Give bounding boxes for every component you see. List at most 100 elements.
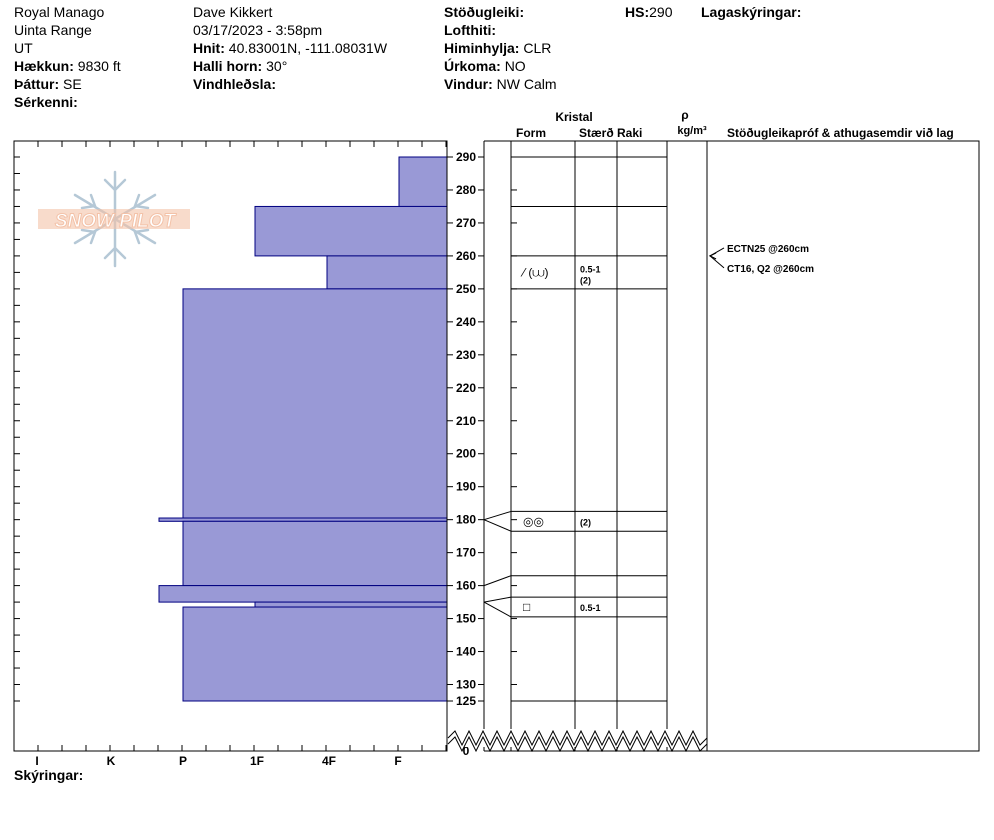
crystal-form: ◎◎ [523,514,544,528]
crystal-table [483,140,708,752]
hardness-layer [158,585,448,603]
crystal-form: □ [523,600,530,614]
depth-label: 230 [456,348,476,362]
connector-line [483,596,512,603]
hardness-layer [326,255,448,290]
air-temp: Lofthiti: [444,21,496,39]
observer: Dave Kikkert [193,4,273,20]
coordinates: Hnit: 40.83001N, -111.08031W [193,39,387,57]
crystal-size: 0.5-1 [580,264,601,274]
depth-label: 220 [456,381,476,395]
aspect-label: Þáttur: [14,76,60,92]
crystal-size: (2) [580,517,591,527]
aspect: Þáttur: SE [14,75,82,93]
coords-label: Hnit: [193,40,225,56]
depth-label: 280 [456,183,476,197]
layer-notes: Lagaskýringar: [701,3,801,21]
elevation: Hækkun: 9830 ft [14,57,121,75]
form-header: Form [516,126,546,140]
range: Uinta Range [14,22,92,38]
windload-label: Vindhleðsla: [193,76,276,92]
tests-box [706,140,980,752]
hardness-label: I [35,754,38,768]
slope-value: 30° [266,58,288,74]
stability: Stöðugleiki: [444,3,524,21]
depth-axis-labels: 0 125 130 140 150 160 170 180 190 200 210 220 230 240… [447,150,517,758]
connector-line [483,510,512,521]
test-pointer [709,255,725,269]
hardness-layer [182,520,448,587]
slope-angle: Halli horn: 30° [193,57,287,75]
connector-line [483,575,512,587]
test-label: CT16, Q2 @260cm [727,264,814,275]
slope-label: Halli horn: [193,58,263,74]
location: Royal Manago [14,4,105,20]
connector-line [483,601,512,618]
tests-header: Stöðugleikapróf & athugasemdir við lag [727,126,954,140]
sky: Himinhylja: CLR [444,39,551,57]
hs-label: HS: [625,4,650,20]
depth-label: 240 [456,315,476,329]
crystal-size-2: (2) [580,275,591,285]
precip-label: Úrkoma: [444,58,501,74]
hs-value: 290 [649,4,673,20]
hardness-label: F [394,754,401,768]
hardness-layer [254,205,448,257]
hardness-layer [398,156,448,207]
test-label: ECTN25 @260cm [727,244,809,255]
size-header: Stærð [579,126,614,140]
axis-break [447,729,708,753]
crystal-size: 0.5-1 [580,603,601,613]
depth-label: 0 [463,744,470,758]
state: UT [14,40,33,56]
depth-label: 200 [456,447,476,461]
hardness-layer [254,601,448,608]
footer-notes: Skýringar: [14,766,83,784]
sky-label: Himinhylja: [444,40,520,56]
crystal-rows: ⁄ (⩊) 0.5-1(2)◎◎ (2)□ 0.5-1 [520,264,601,614]
stability-tests: ECTN25 @260cm CT16, Q2 @260cm [708,244,814,275]
wind-value: NW Calm [496,76,557,92]
snow-height: HS:290 [625,3,672,21]
depth-label: 250 [456,282,476,296]
crystal-header: Kristal [555,110,592,124]
aspect-value: SE [63,76,82,92]
datetime: 03/17/2023 - 3:58pm [193,22,323,38]
snowpilot-logo: SNOW PILOT [38,170,190,268]
density-unit-header: kg/m³ [677,125,707,137]
stability-label: Stöðugleiki: [444,4,525,20]
precip-value: NO [504,58,526,74]
depth-label: 190 [456,480,476,494]
hardness-label: P [179,754,187,768]
elevation-value: 9830 ft [77,58,121,74]
depth-label: 170 [456,546,476,560]
depth-label: 140 [456,645,476,659]
crystal-form: ⁄ (⩊) [520,265,548,279]
depth-label: 210 [456,414,476,428]
depth-label: 270 [456,216,476,230]
elevation-label: Hækkun: [14,58,74,74]
depth-label: 130 [456,678,476,692]
test-arrow [708,252,717,260]
hardness-layer [182,288,448,519]
wind-loading: Vindhleðsla: [193,75,276,93]
depth-label: 160 [456,579,476,593]
hardness-ticks [13,141,447,751]
airtemp-label: Lofthiti: [444,22,497,38]
logo-text: SNOW PILOT [55,211,177,232]
depth-label: 290 [456,150,476,164]
hardness-layers [158,156,448,702]
wind-label: Vindur: [444,76,493,92]
sky-value: CLR [523,40,552,56]
wind: Vindur: NW Calm [444,75,557,93]
notes-label: Skýringar: [14,767,84,783]
layer-grid-lines [511,156,667,702]
rho-header: ρ [681,108,688,122]
hardness-layer [182,606,448,702]
hardness-label: 1F [250,754,264,768]
connector-line [483,519,512,532]
precipitation: Úrkoma: NO [444,57,526,75]
features: Sérkenni: [14,93,78,111]
hardness-label: 4F [322,754,336,768]
